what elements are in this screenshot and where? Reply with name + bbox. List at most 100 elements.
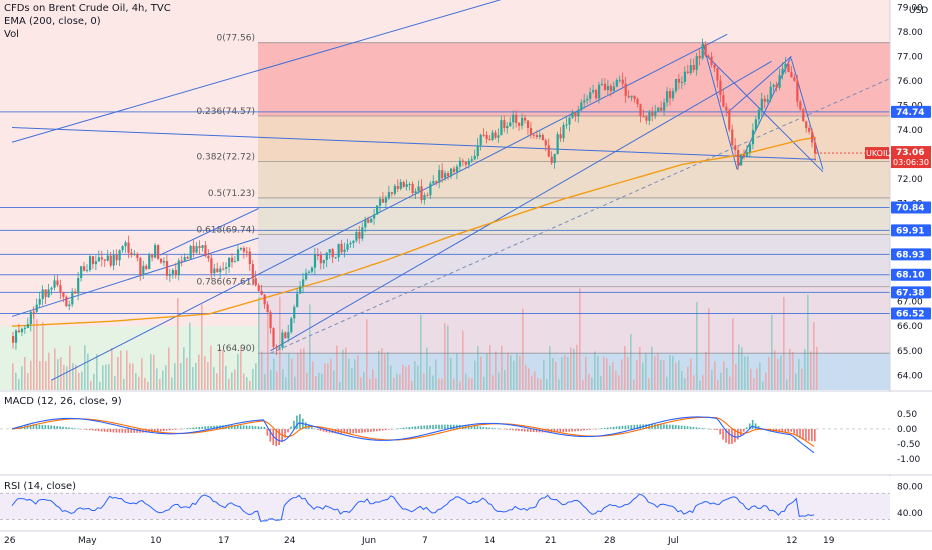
candle[interactable] <box>580 102 583 111</box>
candle[interactable] <box>183 257 186 261</box>
candle[interactable] <box>523 117 527 121</box>
candle[interactable] <box>26 324 29 328</box>
candle[interactable] <box>600 83 604 85</box>
candle[interactable] <box>242 247 246 252</box>
candle[interactable] <box>83 266 86 271</box>
candle[interactable] <box>506 126 509 129</box>
candle[interactable] <box>562 125 565 139</box>
candle[interactable] <box>316 254 320 256</box>
candle[interactable] <box>71 291 74 305</box>
candle[interactable] <box>59 285 62 293</box>
candle[interactable] <box>612 86 615 92</box>
candle[interactable] <box>17 330 21 333</box>
candle[interactable] <box>429 183 432 196</box>
candle[interactable] <box>778 75 781 88</box>
candle[interactable] <box>500 120 503 136</box>
candle[interactable] <box>654 111 657 116</box>
candle[interactable] <box>145 265 148 270</box>
candle[interactable] <box>157 245 160 259</box>
candle[interactable] <box>133 253 136 255</box>
candle[interactable] <box>411 184 414 194</box>
candle[interactable] <box>186 257 189 259</box>
candle[interactable] <box>334 257 337 259</box>
candle[interactable] <box>799 101 802 110</box>
candle[interactable] <box>728 110 731 130</box>
candle[interactable] <box>174 270 177 276</box>
candle[interactable] <box>47 289 50 298</box>
candle[interactable] <box>748 144 752 153</box>
candle[interactable] <box>686 71 689 74</box>
candle[interactable] <box>518 122 521 126</box>
trend-line[interactable] <box>270 60 772 352</box>
candle[interactable] <box>204 245 207 257</box>
candle[interactable] <box>766 99 769 102</box>
candle[interactable] <box>677 78 681 83</box>
candle[interactable] <box>811 131 814 143</box>
candle[interactable] <box>568 117 571 125</box>
candle[interactable] <box>476 145 479 156</box>
candle[interactable] <box>168 274 172 276</box>
candle[interactable] <box>103 259 106 261</box>
candle[interactable] <box>577 110 580 117</box>
candle[interactable] <box>349 242 352 245</box>
candle[interactable] <box>136 253 139 258</box>
candle[interactable] <box>257 285 260 291</box>
candle[interactable] <box>94 261 98 265</box>
candle[interactable] <box>304 272 308 280</box>
candle[interactable] <box>121 246 124 251</box>
candle[interactable] <box>414 191 417 194</box>
level-tag[interactable] <box>891 105 931 118</box>
candle[interactable] <box>384 197 388 203</box>
candle[interactable] <box>775 84 778 88</box>
macd-signal-line[interactable] <box>11 416 815 447</box>
candle[interactable] <box>189 245 192 259</box>
candle[interactable] <box>636 99 639 105</box>
candle[interactable] <box>793 77 796 81</box>
candle[interactable] <box>503 120 506 129</box>
candle[interactable] <box>408 184 411 186</box>
candle[interactable] <box>373 214 376 219</box>
candle[interactable] <box>325 252 328 261</box>
candle[interactable] <box>497 135 500 138</box>
candle[interactable] <box>115 255 118 261</box>
candle[interactable] <box>29 311 32 325</box>
candle[interactable] <box>583 100 586 103</box>
candle[interactable] <box>680 81 684 83</box>
candle[interactable] <box>482 134 485 136</box>
candle[interactable] <box>171 270 175 275</box>
candle[interactable] <box>452 168 456 172</box>
candle[interactable] <box>710 56 713 65</box>
candle[interactable] <box>159 258 163 263</box>
candle[interactable] <box>216 268 219 273</box>
candle[interactable] <box>251 264 254 279</box>
candle[interactable] <box>266 304 269 313</box>
candle[interactable] <box>328 249 331 253</box>
candle[interactable] <box>704 44 707 56</box>
candle[interactable] <box>370 218 373 223</box>
candle[interactable] <box>541 134 544 141</box>
candle[interactable] <box>491 132 494 141</box>
candle[interactable] <box>597 84 601 99</box>
candle[interactable] <box>85 269 89 271</box>
candle[interactable] <box>701 44 704 59</box>
candle[interactable] <box>571 112 574 118</box>
candle[interactable] <box>390 192 394 194</box>
candle[interactable] <box>118 250 121 261</box>
candle[interactable] <box>201 245 204 248</box>
candle[interactable] <box>162 261 166 263</box>
candle[interactable] <box>716 68 719 81</box>
candle[interactable] <box>645 116 648 121</box>
candle[interactable] <box>426 195 429 197</box>
candle[interactable] <box>586 98 589 101</box>
candle[interactable] <box>50 287 53 290</box>
candle[interactable] <box>745 152 749 157</box>
candle[interactable] <box>515 114 518 123</box>
candle[interactable] <box>609 85 613 92</box>
candle[interactable] <box>139 257 142 275</box>
candle[interactable] <box>77 278 80 294</box>
trend-line[interactable] <box>159 208 259 256</box>
candle[interactable] <box>464 161 468 165</box>
candle[interactable] <box>100 257 103 260</box>
candle[interactable] <box>361 227 364 239</box>
candle[interactable] <box>62 292 65 297</box>
